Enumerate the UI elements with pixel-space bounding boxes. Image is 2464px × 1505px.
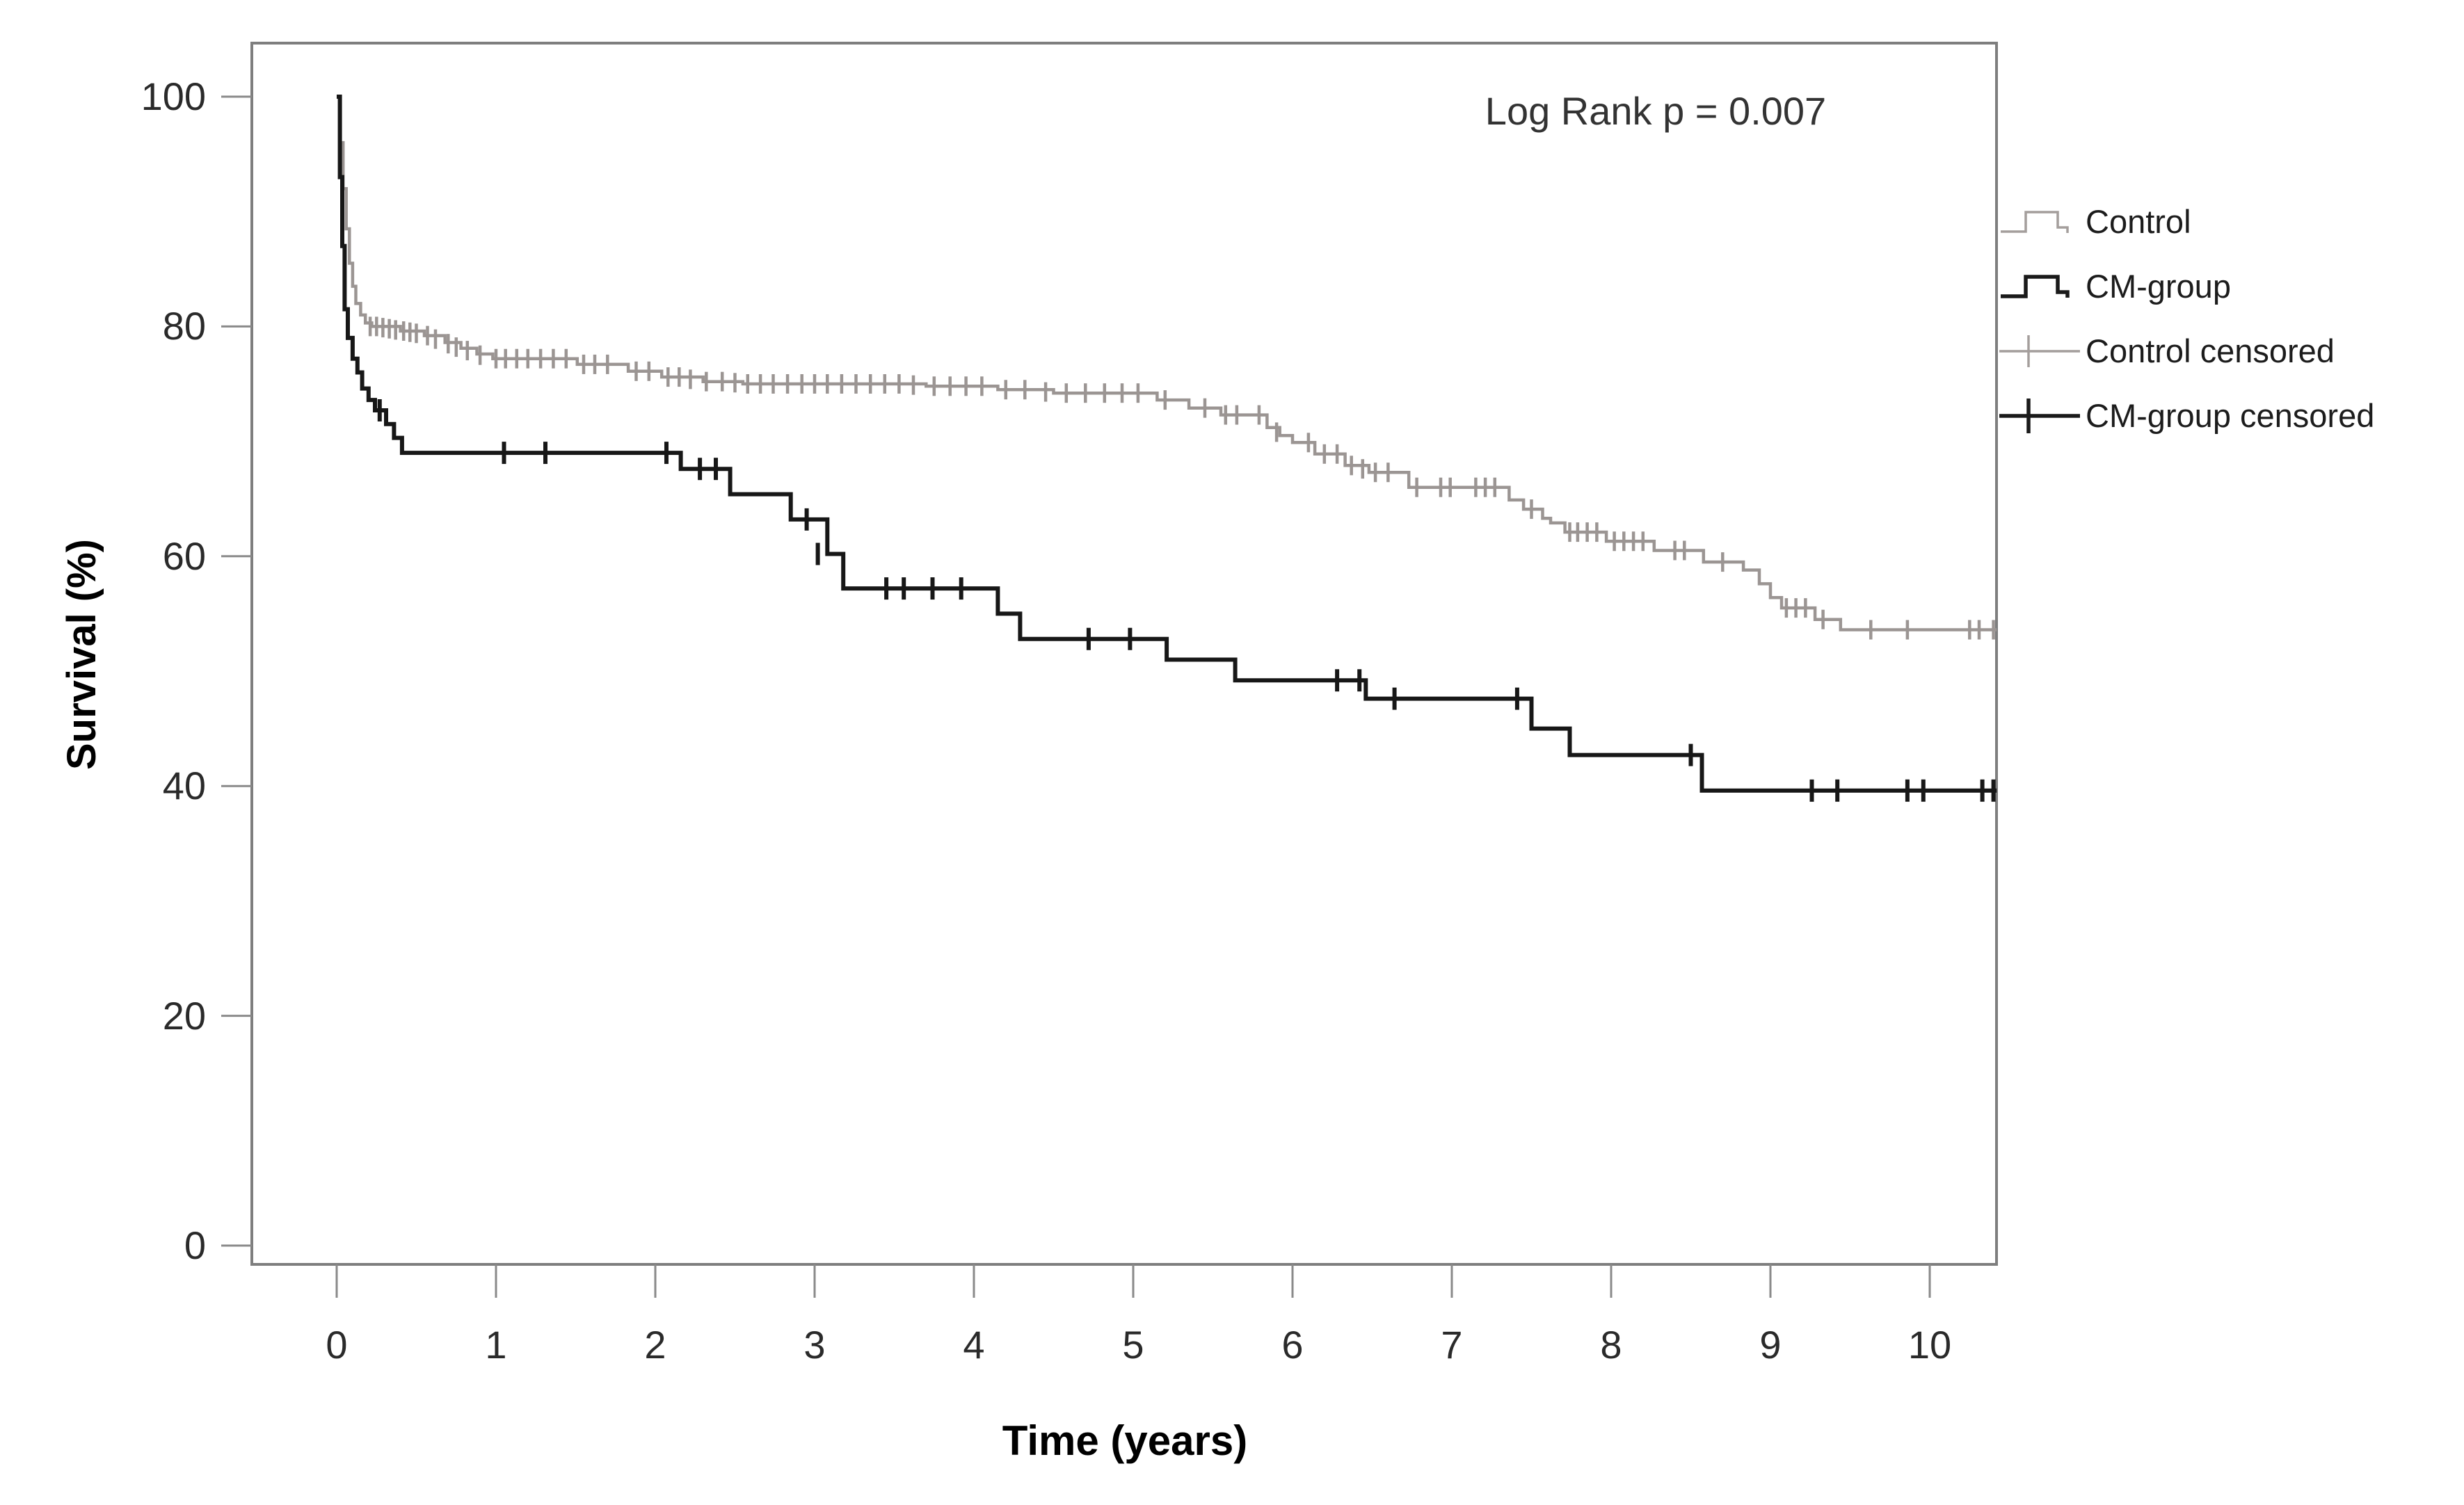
legend-item-control: Control — [1998, 189, 2461, 254]
y-tick-label-40: 40 — [162, 764, 206, 807]
y-axis-tick-marks — [221, 95, 252, 1247]
y-tick-label-20: 20 — [162, 994, 206, 1038]
control-censored-icon — [1999, 335, 2080, 367]
y-axis-title: Survival (%) — [59, 539, 104, 770]
control-survival-curve — [337, 95, 1997, 631]
x-tick-label-1: 1 — [485, 1323, 507, 1367]
x-tick-label-7: 7 — [1441, 1323, 1463, 1367]
legend-item-cm-group: CM-group — [1998, 254, 2461, 319]
x-tick-label-6: 6 — [1281, 1323, 1304, 1367]
legend-label-control-censored: Control censored — [2086, 332, 2335, 369]
x-tick-label-5: 5 — [1122, 1323, 1144, 1367]
y-tick-label-60: 60 — [162, 534, 206, 578]
y-tick-label-80: 80 — [162, 304, 206, 348]
x-tick-label-4: 4 — [963, 1323, 985, 1367]
legend-label-cm-group: CM-group — [2086, 267, 2231, 305]
plot-frame — [250, 42, 1998, 1266]
x-axis-tick-marks — [335, 1264, 1931, 1298]
y-tick-label-0: 0 — [184, 1223, 206, 1267]
x-tick-label-2: 2 — [644, 1323, 666, 1367]
cm-group-censored-icon — [1999, 398, 2080, 433]
cm-group-censor-marks — [377, 399, 1996, 802]
x-tick-label-8: 8 — [1600, 1323, 1622, 1367]
control-censor-marks — [368, 316, 1995, 640]
control-step-icon — [2001, 210, 2069, 233]
cm-group-step-icon — [2001, 274, 2070, 298]
x-tick-label-3: 3 — [803, 1323, 826, 1367]
legend-label-control: Control — [2086, 202, 2191, 240]
legend-item-cm-group-censored: CM-group censored — [1998, 383, 2461, 448]
y-tick-label-100: 100 — [141, 74, 206, 118]
x-tick-label-9: 9 — [1759, 1323, 1782, 1367]
x-axis-title: Time (years) — [1002, 1417, 1248, 1464]
legend: Control CM-group Control censored — [1998, 189, 2461, 448]
log-rank-annotation: Log Rank p = 0.007 — [1485, 89, 1827, 133]
cm-group-survival-curve — [337, 95, 1997, 793]
legend-item-control-censored: Control censored — [1998, 319, 2461, 383]
x-tick-label-10: 10 — [1907, 1323, 1952, 1367]
legend-label-cm-group-censored: CM-group censored — [2086, 396, 2375, 434]
x-tick-label-0: 0 — [326, 1323, 348, 1367]
